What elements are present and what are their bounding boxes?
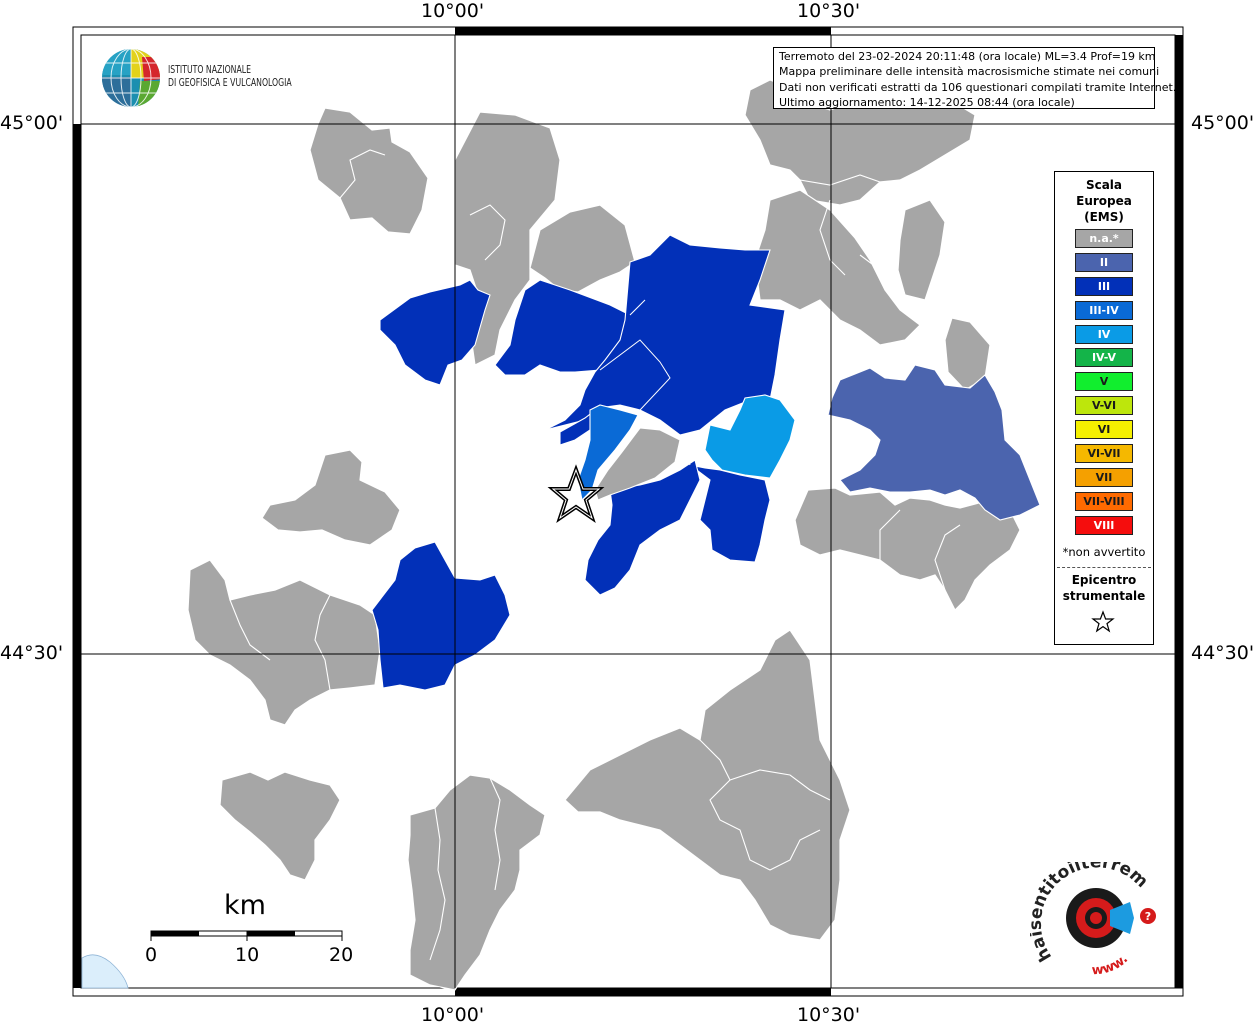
map-frame (72, 26, 1184, 997)
sea-area (81, 954, 129, 989)
municipalities-iii (371, 234, 786, 691)
municipalities-ii (827, 364, 1041, 521)
municipalities-iii-iv (577, 404, 639, 502)
hst-logo: haisentitoilterremoto.it www. ? (1024, 847, 1170, 982)
legend-note: *non avvertito (1062, 545, 1146, 559)
tick-lat-left-2: 44°30' (0, 642, 64, 664)
scale-label-0: 0 (145, 944, 158, 966)
legend-title-line-3: (EMS) (1084, 210, 1124, 224)
svg-text:?: ? (1145, 910, 1151, 923)
legend-item: III-IV (1075, 300, 1133, 320)
municipalities-na (187, 79, 1021, 991)
legend-item: n.a.* (1075, 229, 1133, 248)
legend-divider (1057, 567, 1151, 568)
event-info-line-4: Ultimo aggiornamento: 14-12-2025 08:44 (… (779, 96, 1075, 110)
municipalities-iv (704, 394, 796, 479)
legend-star-icon (1091, 610, 1115, 633)
legend-item: VII (1075, 467, 1133, 487)
intensity-legend: Scala Europea (EMS) n.a.* II III III-IV IV IV… (1054, 171, 1154, 645)
legend-title-line-2: Europea (1076, 194, 1132, 208)
logo-line-2: DI GEOFISICA E VULCANOLOGIA (168, 77, 292, 89)
legend-item: IV (1075, 324, 1133, 344)
scale-label-10: 10 (235, 944, 260, 966)
legend-item: V (1075, 372, 1133, 392)
scale-unit: km (224, 890, 266, 921)
tick-lon-top-1: 10°00' (421, 0, 485, 22)
legend-items: n.a.* II III III-IV IV IV-V V V-VI VI VI-VII VII VI… (1075, 229, 1133, 540)
legend-item: VIII (1075, 515, 1133, 535)
svg-text:www.: www. (1091, 952, 1131, 979)
scale-bar (150, 930, 343, 941)
legend-item: VI (1075, 420, 1133, 440)
event-info-line-1: Terremoto del 23-02-2024 20:11:48 (ora l… (779, 50, 1156, 63)
hst-logo-icon: haisentitoilterremoto.it www. ? (1024, 847, 1156, 979)
event-info-box: Terremoto del 23-02-2024 20:11:48 (ora l… (773, 47, 1177, 110)
scale-label-20: 20 (329, 944, 354, 966)
legend-title-line-1: Scala (1085, 178, 1123, 192)
event-info-line-2: Mappa preliminare delle intensità macros… (779, 65, 1160, 79)
tick-lat-right-1: 45°00' (1191, 112, 1255, 134)
ingv-logo: ISTITUTO NAZIONALE DI GEOFISICA E VULCAN… (100, 47, 320, 109)
event-info-line-3: Dati non verificati estratti da 106 ques… (779, 80, 1177, 94)
graticule (81, 35, 1175, 988)
legend-item: VII-VIII (1075, 491, 1133, 511)
tick-lon-bottom-2: 10°30' (797, 1004, 861, 1026)
ingv-globe-icon (102, 49, 160, 107)
hst-logo-prefix: www. (1091, 952, 1131, 979)
legend-epicenter-line-1: Epicentro (1071, 573, 1137, 587)
legend-item: V-VI (1075, 396, 1133, 416)
legend-item: IV-V (1075, 348, 1133, 368)
tick-lat-left-1: 45°00' (0, 112, 64, 134)
legend-item: III (1075, 276, 1133, 296)
tick-lat-right-2: 44°30' (1191, 642, 1255, 664)
legend-epicenter-line-2: strumentale (1062, 589, 1146, 603)
legend-item: VI-VII (1075, 444, 1133, 464)
tick-lon-top-2: 10°30' (797, 0, 861, 22)
legend-item: II (1075, 252, 1133, 272)
logo-line-1: ISTITUTO NAZIONALE (168, 64, 251, 76)
tick-lon-bottom-1: 10°00' (421, 1004, 485, 1026)
